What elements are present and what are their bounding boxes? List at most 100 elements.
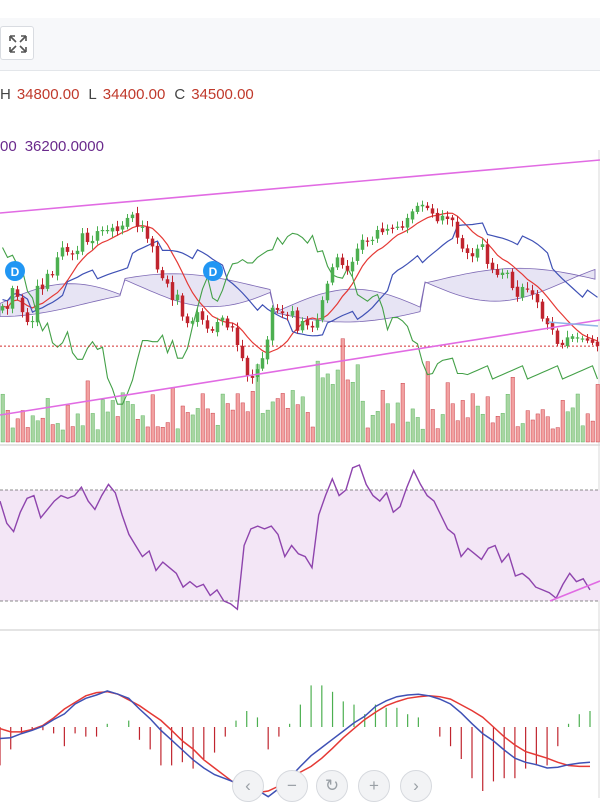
marker-circle <box>203 261 223 281</box>
candle-body <box>220 317 225 321</box>
candle-body <box>140 226 145 228</box>
expand-arrows-icon <box>9 35 27 53</box>
candle-body <box>125 217 130 227</box>
volume-bar <box>100 399 105 443</box>
candle-body <box>210 329 215 331</box>
candle-body <box>520 286 525 298</box>
candle-body <box>200 311 205 320</box>
volume-bar <box>250 391 255 443</box>
candle-body <box>295 310 300 331</box>
volume-bar <box>245 411 250 443</box>
volume-bar <box>210 412 215 443</box>
candle-body <box>60 247 65 257</box>
candle-body <box>175 294 180 301</box>
fullscreen-button[interactable] <box>0 26 34 60</box>
volume-bar <box>510 377 515 443</box>
volume-bar <box>360 400 365 443</box>
candle-body <box>80 233 85 252</box>
candle-body <box>25 312 30 323</box>
volume-bar <box>205 408 210 443</box>
candle-body <box>540 301 545 319</box>
candle-body <box>195 312 200 323</box>
volume-bar <box>350 382 355 443</box>
candle-body <box>375 229 380 239</box>
reset-button[interactable]: ↻ <box>316 770 348 802</box>
volume-bar <box>565 411 570 443</box>
candle-body <box>120 225 125 230</box>
volume-bar <box>35 420 40 443</box>
volume-bar <box>380 390 385 443</box>
candle-body <box>575 337 580 339</box>
volume-bar <box>290 390 295 443</box>
volume-bar <box>110 400 115 443</box>
candle-body <box>40 284 45 290</box>
candle-body <box>335 257 340 268</box>
volume-bar <box>530 419 535 443</box>
plus-button[interactable]: + <box>358 770 390 802</box>
volume-bar <box>10 427 15 443</box>
ichimoku-cloud <box>0 267 596 323</box>
candle-body <box>500 272 505 276</box>
candle-body <box>345 265 350 271</box>
candle-body <box>450 217 455 221</box>
candle-body <box>340 257 345 266</box>
volume-bar <box>595 384 600 443</box>
candle-body <box>505 272 510 274</box>
volume-bar <box>145 426 150 443</box>
candle-body <box>190 320 195 324</box>
volume-bar <box>330 384 335 443</box>
candle-body <box>480 244 485 247</box>
volume-bar <box>85 380 90 443</box>
volume-bar <box>60 429 65 443</box>
candle-body <box>150 238 155 247</box>
volume-bar <box>165 422 170 443</box>
candle-body <box>110 227 115 232</box>
volume-bar <box>455 420 460 443</box>
candle-body <box>585 338 590 341</box>
candle-body <box>170 282 175 301</box>
rsi-line <box>0 464 591 611</box>
candle-body <box>260 358 265 369</box>
ohlc-low-label: L <box>88 86 97 103</box>
candle-body <box>300 320 305 331</box>
volume-bar <box>80 425 85 443</box>
volume-bar <box>20 410 25 443</box>
candle-body <box>255 369 260 378</box>
volume-bar <box>190 414 195 443</box>
minus-icon: − <box>287 776 297 795</box>
volume-bar <box>115 416 120 443</box>
candle-body <box>75 250 80 255</box>
candle-body <box>20 297 25 313</box>
candle-body <box>145 226 150 239</box>
trend-channel[interactable] <box>0 159 600 416</box>
volume-bar <box>475 405 480 443</box>
candle-body <box>290 311 295 316</box>
volume-bar <box>70 426 75 443</box>
minus-button[interactable]: − <box>276 770 308 802</box>
volume-bars <box>0 338 600 443</box>
volume-bar <box>540 409 545 443</box>
rsi-panel <box>0 464 600 611</box>
candle-body <box>235 327 240 346</box>
candle-body <box>420 204 425 207</box>
volume-bar <box>495 416 500 443</box>
volume-bar <box>170 387 175 443</box>
candle-body <box>565 337 570 347</box>
volume-bar <box>25 427 30 443</box>
volume-bar <box>575 393 580 443</box>
volume-bar <box>550 428 555 443</box>
plus-icon: + <box>369 776 379 795</box>
volume-bar <box>220 393 225 443</box>
volume-bar <box>95 429 100 443</box>
candle-body <box>555 330 560 344</box>
marker-label: D <box>209 265 218 279</box>
volume-bar <box>320 377 325 443</box>
volume-bar <box>450 403 455 443</box>
candle-body <box>270 307 275 341</box>
candle-body <box>15 289 20 297</box>
marker-label: D <box>11 265 20 279</box>
chevron-left-button[interactable]: ‹ <box>232 770 264 802</box>
volume-bar <box>555 427 560 443</box>
chevron-right-button[interactable]: › <box>400 770 432 802</box>
